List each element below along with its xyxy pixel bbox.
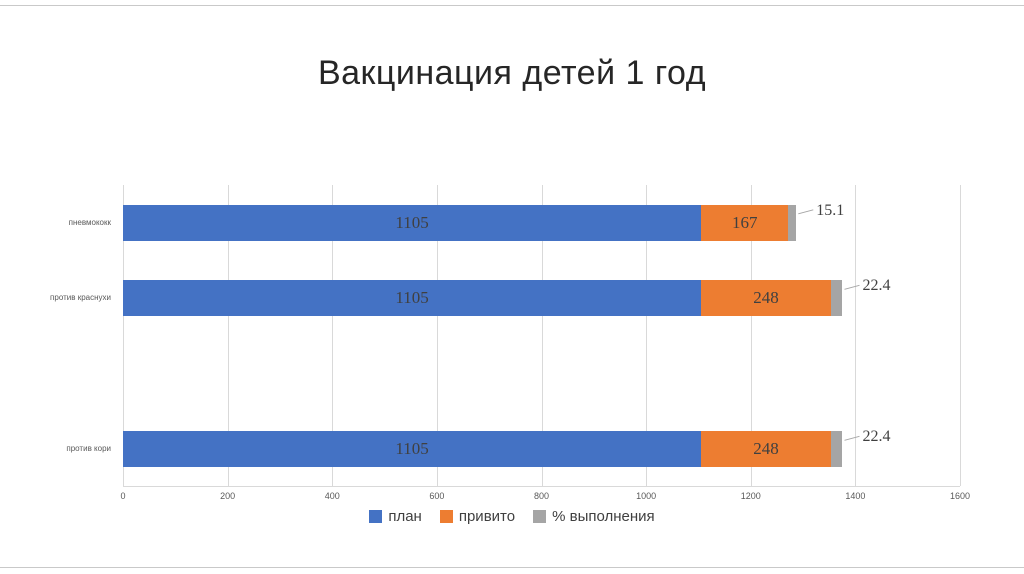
category-label: против кори: [66, 444, 111, 454]
x-tick-label: 1400: [845, 491, 866, 501]
x-tick-label: 400: [324, 491, 340, 501]
percent-callout-label: 22.4: [862, 277, 891, 295]
legend-item: % выполнения: [533, 508, 655, 525]
slide-top-border: [0, 5, 1024, 6]
gridline: [750, 185, 752, 486]
bar-segment-percent: [830, 431, 843, 468]
bar-segment-vaccinated: 248: [701, 280, 831, 317]
chart-title: Вакцинация детей 1 год: [317, 54, 707, 92]
callout-leader-line: [844, 284, 860, 290]
x-tick-label: 1600: [949, 491, 971, 501]
plot-area: 1105 167 15.1 1105 248 22.4 1105 248 22.4: [123, 185, 961, 487]
gridline: [436, 185, 438, 486]
category-label: против краснухи: [50, 293, 111, 303]
x-tick-label: 200: [220, 491, 236, 501]
callout-leader-line: [798, 209, 814, 215]
bar-segment-plan: 1105: [123, 431, 702, 468]
y-axis-category-labels: пневмококк против краснухи против кори: [0, 185, 117, 487]
legend-swatch: [439, 510, 453, 523]
x-tick-label: 1000: [636, 491, 657, 501]
x-tick-label: 1200: [740, 491, 761, 501]
legend-swatch: [369, 510, 383, 523]
gridline: [646, 185, 648, 486]
gridline: [541, 185, 543, 486]
x-tick-label: 800: [533, 491, 550, 501]
gridline: [123, 185, 124, 486]
percent-callout-label: 15.1: [816, 201, 845, 219]
legend-label: % выполнения: [552, 508, 655, 525]
x-axis-tick-labels: 0 200 400 600 800 1000 1200 1400 1600: [120, 491, 970, 503]
legend-item: привито: [439, 508, 516, 525]
x-tick-label: 0: [120, 491, 126, 501]
bar-segment-plan: 1105: [123, 204, 702, 241]
chart-legend: план привито % выполнения: [0, 508, 1024, 525]
bar-segment-percent: [830, 280, 843, 317]
bar-segment-vaccinated: 167: [701, 204, 789, 241]
gridline: [960, 185, 961, 486]
gridline: [332, 185, 334, 486]
x-tick-label: 600: [429, 491, 445, 501]
category-label: пневмококк: [68, 217, 111, 227]
legend-swatch: [533, 510, 547, 523]
gridline: [227, 185, 229, 486]
bar-segment-vaccinated: 248: [701, 431, 831, 468]
bar-segment-percent: [788, 204, 797, 241]
percent-callout-label: 22.4: [862, 428, 891, 446]
bar-segment-plan: 1105: [123, 280, 702, 317]
legend-label: план: [388, 508, 422, 525]
slide-bottom-border: [0, 567, 1024, 568]
legend-label: привито: [458, 508, 516, 525]
callout-leader-line: [844, 435, 860, 441]
legend-item: план: [369, 508, 422, 525]
gridline: [855, 185, 857, 486]
